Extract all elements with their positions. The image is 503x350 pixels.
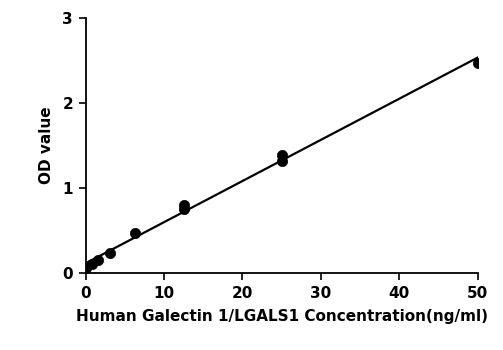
Point [180, 206, 188, 212]
Point [278, 158, 286, 163]
Point [131, 230, 139, 236]
Y-axis label: OD value: OD value [39, 106, 54, 184]
Point [88, 262, 96, 267]
Point [106, 250, 114, 255]
Point [81, 265, 90, 271]
Point [180, 202, 188, 208]
Point [278, 153, 286, 158]
Point [474, 60, 482, 65]
Point [94, 258, 102, 263]
X-axis label: Human Galectin 1/LGALS1 Concentration(ng/ml): Human Galectin 1/LGALS1 Concentration(ng… [75, 309, 488, 324]
